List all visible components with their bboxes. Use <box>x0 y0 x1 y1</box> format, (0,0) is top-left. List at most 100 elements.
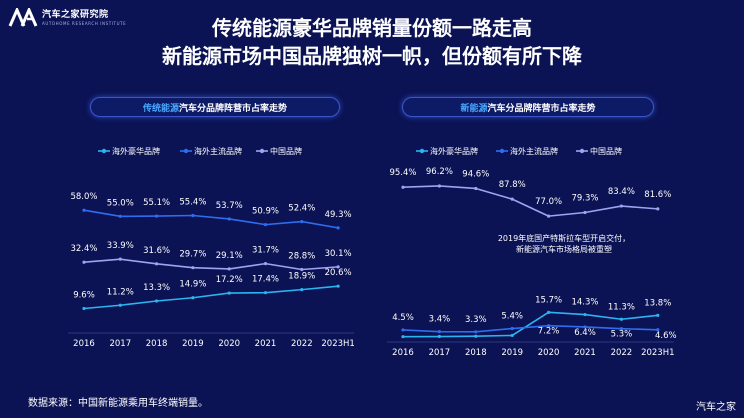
data-point <box>155 262 159 266</box>
data-point <box>656 313 660 317</box>
data-point <box>82 208 86 212</box>
data-label: 53.7% <box>216 201 243 211</box>
logo-name: 汽车之家研究院 <box>42 9 109 20</box>
data-label: 13.8% <box>644 298 671 308</box>
data-label: 77.0% <box>535 197 562 207</box>
data-point <box>227 267 231 271</box>
right-chart-title-highlight: 新能源 <box>460 103 488 114</box>
data-label: 18.9% <box>288 272 315 282</box>
data-point <box>437 184 441 188</box>
data-point <box>118 257 122 261</box>
data-label: 13.3% <box>143 283 170 293</box>
legend-swatch-dot <box>579 148 585 154</box>
page-title-line2: 新能源市场中国品牌独树一帜，但份额有所下降 <box>162 44 582 68</box>
data-label: 11.3% <box>608 302 635 312</box>
data-label: 55.4% <box>179 197 206 207</box>
x-tick-label: 2019 <box>501 348 523 358</box>
data-point <box>510 326 514 331</box>
legend-swatch-dot <box>101 148 107 154</box>
data-point <box>263 262 268 266</box>
data-label: 14.9% <box>179 280 206 290</box>
data-label: 81.6% <box>644 190 671 200</box>
legend-label: 海外豪华品牌 <box>112 146 160 156</box>
data-label: 58.0% <box>70 192 97 202</box>
data-point <box>118 214 122 218</box>
data-point <box>510 197 514 201</box>
x-tick-label: 2020 <box>538 348 560 358</box>
annotation-text: 2019年底国产特斯拉车型开启交付， <box>498 233 630 243</box>
series-line <box>402 185 658 217</box>
data-point <box>263 223 268 227</box>
data-point <box>619 204 624 208</box>
data-point <box>191 213 195 218</box>
data-point <box>300 219 304 224</box>
x-tick-label: 2017 <box>429 348 451 358</box>
data-point <box>619 317 624 321</box>
x-tick-label: 2019 <box>182 339 204 349</box>
data-label: 79.3% <box>571 193 598 203</box>
data-label: 29.7% <box>179 250 206 260</box>
data-label: 30.1% <box>325 249 352 259</box>
x-tick-label: 2018 <box>146 339 168 349</box>
data-point <box>336 265 340 269</box>
legend-label: 中国品牌 <box>590 146 622 156</box>
data-point <box>547 310 551 314</box>
data-point <box>155 299 159 303</box>
series-line <box>402 311 658 338</box>
brand-logo: 汽车之家研究院 AUTOHOME RESEARCH INSTITUTE <box>8 8 126 28</box>
data-label: 5.3% <box>611 330 633 340</box>
data-label: 14.3% <box>571 298 598 308</box>
data-point <box>118 303 122 307</box>
annotation-text: 新能源汽车市场格局被重塑 <box>516 244 612 254</box>
x-tick-label: 2023H1 <box>321 339 354 349</box>
x-tick-label: 2021 <box>574 348 596 358</box>
data-label: 87.8% <box>499 180 526 190</box>
data-point <box>263 291 268 295</box>
data-point <box>401 328 405 332</box>
data-label: 83.4% <box>608 187 635 197</box>
data-label: 3.3% <box>465 315 487 325</box>
x-tick-label: 2017 <box>109 339 131 349</box>
data-point <box>300 288 304 292</box>
data-label: 96.2% <box>426 167 453 177</box>
x-tick-label: 2022 <box>291 339 313 349</box>
left-chart-title: 传统能源 汽车分品牌阵营市占率走势 <box>90 97 340 117</box>
data-label: 55.1% <box>143 198 170 208</box>
data-point <box>155 214 159 218</box>
data-label: 28.8% <box>288 252 315 262</box>
data-point <box>583 325 587 329</box>
data-label: 29.1% <box>216 251 243 261</box>
x-tick-label: 2016 <box>392 348 414 358</box>
data-point <box>583 312 587 317</box>
data-point <box>82 260 86 264</box>
data-point <box>656 207 660 211</box>
data-label: 17.4% <box>252 275 279 285</box>
data-point <box>437 334 441 339</box>
logo-subtitle: AUTOHOME RESEARCH INSTITUTE <box>42 20 127 26</box>
data-label: 15.7% <box>535 295 562 305</box>
data-label: 17.2% <box>216 275 243 285</box>
data-label: 31.7% <box>252 246 279 256</box>
data-point <box>191 296 195 300</box>
left-chart-title-rest: 汽车分品牌阵营市占率走势 <box>179 103 288 114</box>
data-label: 55.0% <box>107 198 134 208</box>
legend-label: 海外主流品牌 <box>194 146 242 156</box>
data-label: 49.3% <box>325 210 352 220</box>
data-point <box>583 210 587 215</box>
x-tick-label: 2020 <box>218 339 240 349</box>
data-label: 20.6% <box>325 268 352 278</box>
legend-label: 海外豪华品牌 <box>430 146 478 156</box>
data-label: 50.9% <box>252 207 279 217</box>
data-point <box>401 185 405 189</box>
data-label: 32.4% <box>70 244 97 254</box>
x-tick-label: 2018 <box>465 348 487 358</box>
data-point <box>227 217 231 221</box>
data-label: 7.2% <box>538 327 560 337</box>
data-point <box>619 327 624 331</box>
data-point <box>510 333 514 338</box>
x-tick-label: 2016 <box>73 339 95 349</box>
data-point <box>336 226 340 230</box>
data-label: 33.9% <box>107 241 134 251</box>
x-tick-label: 2021 <box>255 339 277 349</box>
legend-swatch-dot <box>419 148 425 154</box>
